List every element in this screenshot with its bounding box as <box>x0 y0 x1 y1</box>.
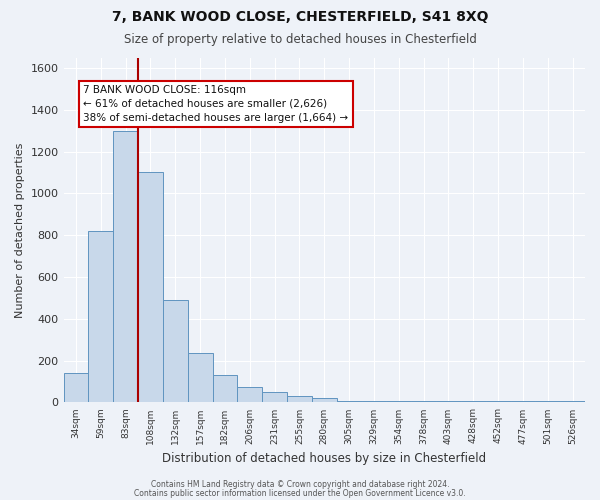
Y-axis label: Number of detached properties: Number of detached properties <box>15 142 25 318</box>
Bar <box>88 231 113 402</box>
Text: Contains public sector information licensed under the Open Government Licence v3: Contains public sector information licen… <box>134 488 466 498</box>
Bar <box>113 130 138 402</box>
Bar <box>262 392 287 402</box>
Text: 7 BANK WOOD CLOSE: 116sqm
← 61% of detached houses are smaller (2,626)
38% of se: 7 BANK WOOD CLOSE: 116sqm ← 61% of detac… <box>83 84 349 122</box>
Bar <box>238 387 262 402</box>
Bar <box>188 354 212 403</box>
Bar <box>212 376 238 402</box>
Bar <box>138 172 163 402</box>
X-axis label: Distribution of detached houses by size in Chesterfield: Distribution of detached houses by size … <box>162 452 487 465</box>
Bar <box>312 398 337 402</box>
Text: Size of property relative to detached houses in Chesterfield: Size of property relative to detached ho… <box>124 32 476 46</box>
Bar <box>64 373 88 402</box>
Text: Contains HM Land Registry data © Crown copyright and database right 2024.: Contains HM Land Registry data © Crown c… <box>151 480 449 489</box>
Text: 7, BANK WOOD CLOSE, CHESTERFIELD, S41 8XQ: 7, BANK WOOD CLOSE, CHESTERFIELD, S41 8X… <box>112 10 488 24</box>
Bar <box>287 396 312 402</box>
Bar <box>163 300 188 402</box>
